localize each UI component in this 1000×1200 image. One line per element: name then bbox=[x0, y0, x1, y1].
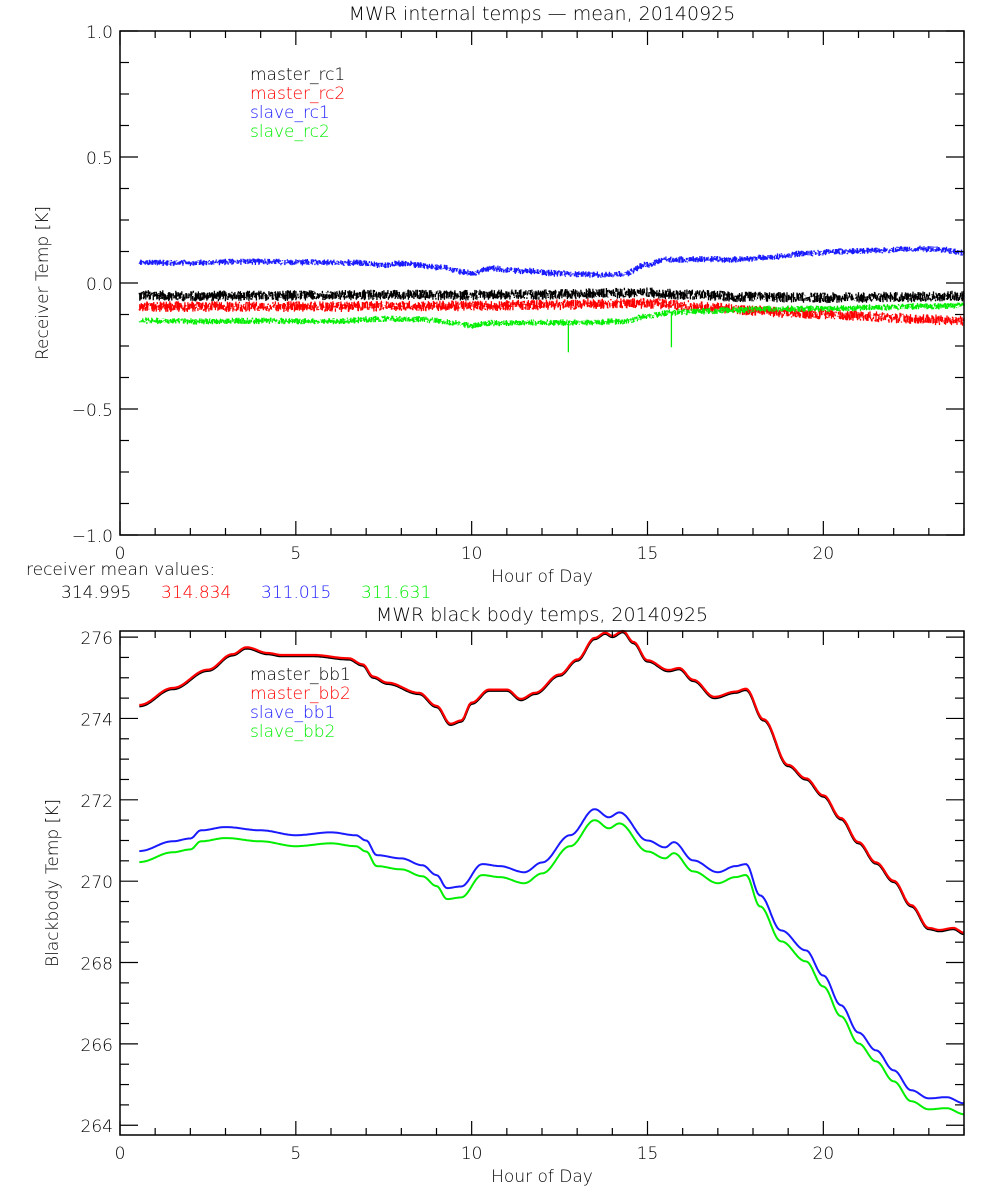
x-tick-label: 15 bbox=[637, 1144, 659, 1164]
y-tick-label: 272 bbox=[81, 792, 113, 812]
legend-item: slave_rc2 bbox=[250, 122, 330, 142]
y-tick-label: −1.0 bbox=[72, 527, 113, 547]
y-tick-label: 274 bbox=[81, 710, 113, 730]
series-line-slave_bb1 bbox=[139, 808, 965, 1105]
series-slave_rc2 bbox=[138, 302, 965, 329]
series-master_bb2 bbox=[139, 629, 965, 934]
series-group bbox=[139, 629, 965, 1116]
series-slave_rc1 bbox=[138, 245, 965, 278]
y-tick-label: 264 bbox=[81, 1117, 113, 1137]
y-tick-label: 0.5 bbox=[86, 149, 113, 169]
series-group bbox=[138, 245, 965, 353]
x-tick-label: 0 bbox=[115, 1144, 126, 1164]
x-axis-label: Hour of Day bbox=[491, 1167, 593, 1187]
legend-item: master_bb2 bbox=[250, 684, 351, 704]
annotation-value: 311.631 bbox=[361, 583, 431, 603]
legend-item: master_rc1 bbox=[250, 65, 345, 85]
series-line-slave_rc2 bbox=[138, 302, 965, 329]
series-slave_bb1 bbox=[139, 808, 965, 1105]
y-tick-label: −0.5 bbox=[72, 401, 113, 421]
x-tick-label: 20 bbox=[813, 1144, 835, 1164]
y-tick-label: 270 bbox=[81, 873, 113, 893]
annotation-value: 314.834 bbox=[161, 583, 231, 603]
x-tick-label: 0 bbox=[115, 544, 126, 564]
y-tick-label: 266 bbox=[81, 1036, 113, 1056]
legend-item: master_bb1 bbox=[250, 665, 351, 685]
legend-item: slave_rc1 bbox=[250, 103, 330, 123]
legend-item: slave_bb2 bbox=[250, 722, 335, 742]
y-axis-label: Receiver Temp [K] bbox=[33, 206, 53, 360]
y-tick-label: 276 bbox=[81, 629, 113, 649]
series-line-slave_rc1 bbox=[138, 245, 965, 278]
x-tick-label: 10 bbox=[461, 1144, 483, 1164]
series-line-master_rc1 bbox=[138, 287, 965, 304]
mean-values-annotation: receiver mean values: 314.995 314.834 31… bbox=[26, 560, 431, 603]
x-tick-label: 5 bbox=[290, 1144, 301, 1164]
chart-title: MWR black body temps, 20140925 bbox=[376, 604, 708, 626]
series-line-master_bb2 bbox=[139, 629, 965, 934]
panel-blackbody-temps: MWR black body temps, 20140925 0 5 10 15 20 2… bbox=[43, 604, 965, 1187]
annotation-value: 311.015 bbox=[261, 583, 331, 603]
series-master_rc1 bbox=[138, 287, 965, 304]
legend-item: master_rc2 bbox=[250, 84, 345, 104]
legend: master_rc1 master_rc2 slave_rc1 slave_rc… bbox=[250, 65, 345, 142]
y-axis-label: Blackbody Temp [K] bbox=[43, 799, 63, 967]
x-tick-label: 15 bbox=[637, 544, 659, 564]
legend: master_bb1 master_bb2 slave_bb1 slave_bb… bbox=[250, 665, 351, 742]
plot-frame bbox=[119, 630, 965, 1136]
axis-ticks: 0 5 10 15 20 1.0 0.5 0.0 −0.5 −1.0 bbox=[72, 23, 965, 564]
plot-frame bbox=[119, 30, 965, 536]
x-tick-label: 5 bbox=[290, 544, 301, 564]
y-tick-label: 0.0 bbox=[86, 275, 113, 295]
chart-title: MWR internal temps — mean, 20140925 bbox=[349, 3, 736, 25]
panel-receiver-temps: MWR internal temps — mean, 20140925 0 5 10… bbox=[26, 3, 965, 603]
y-tick-label: 268 bbox=[81, 955, 113, 975]
legend-item: slave_bb1 bbox=[250, 703, 335, 723]
series-slave_bb2 bbox=[139, 819, 965, 1116]
annotation-value: 314.995 bbox=[61, 583, 131, 603]
x-axis-label: Hour of Day bbox=[491, 567, 593, 587]
x-tick-label: 10 bbox=[461, 544, 483, 564]
axis-ticks: 0 5 10 15 20 276 274 272 270 268 266 264 bbox=[81, 629, 965, 1164]
annotation-label: receiver mean values: bbox=[26, 560, 215, 580]
x-tick-label: 20 bbox=[813, 544, 835, 564]
series-line-slave_bb2 bbox=[139, 819, 965, 1116]
y-tick-label: 1.0 bbox=[86, 23, 113, 43]
